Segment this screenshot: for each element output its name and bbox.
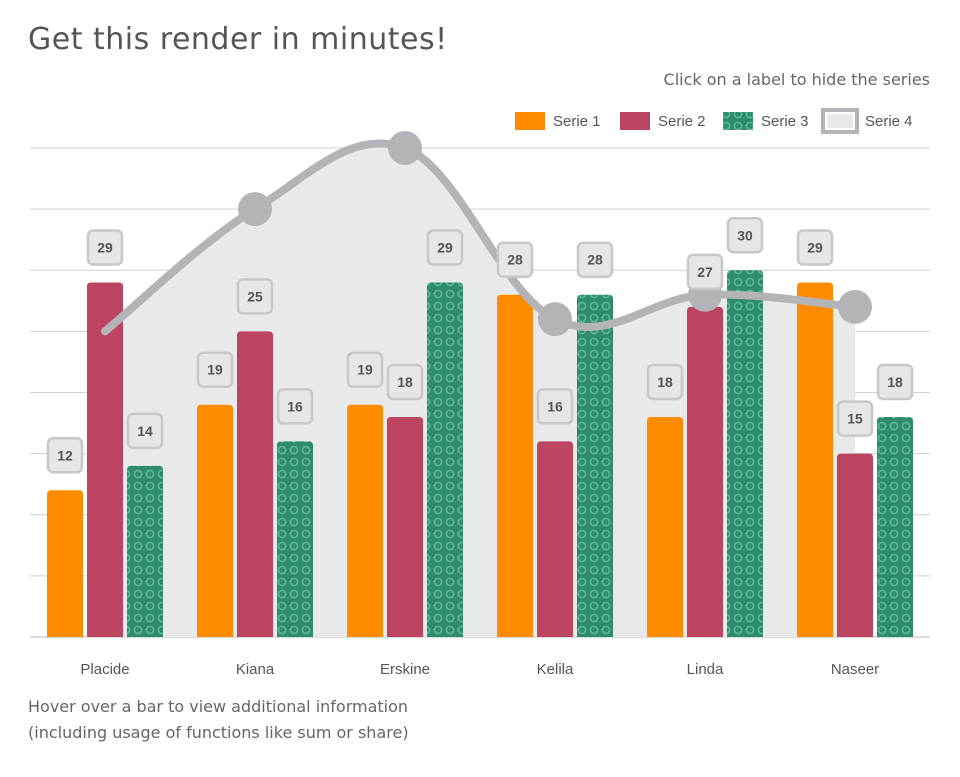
bar-serie3-naseer[interactable] xyxy=(877,416,913,637)
bar-serie3-erskine[interactable] xyxy=(427,282,463,637)
data-label: 28 xyxy=(587,252,603,268)
x-tick-label: Kelila xyxy=(537,661,574,678)
data-label: 16 xyxy=(287,398,303,414)
data-label-box xyxy=(86,229,124,266)
bar-serie3-placide[interactable] xyxy=(127,465,163,637)
data-labels-layer: 12 19 19 28 18 29 29 25 18 16 27 15 14 16 29 28 30 18 xyxy=(46,217,914,474)
data-label: 14 xyxy=(137,423,153,439)
data-label-box xyxy=(426,229,464,266)
serie4-point[interactable] xyxy=(838,289,872,324)
data-label-box xyxy=(126,412,164,450)
data-label: 29 xyxy=(807,239,823,255)
data-label-box xyxy=(576,241,614,278)
data-label: 15 xyxy=(847,411,863,427)
bar-serie2-kiana[interactable] xyxy=(237,331,273,637)
data-label-box xyxy=(836,400,874,437)
bar-serie1-erskine[interactable] xyxy=(347,404,383,637)
data-label: 25 xyxy=(247,288,263,304)
data-label-box xyxy=(276,388,314,425)
data-label-box xyxy=(686,253,724,291)
chart-subtitle: Click on a label to hide the series xyxy=(663,70,930,89)
serie4-point[interactable] xyxy=(238,192,272,227)
data-label: 29 xyxy=(437,239,453,255)
data-label-box xyxy=(796,229,834,266)
serie4-line-layer xyxy=(101,131,872,337)
legend-label[interactable]: Serie 3 xyxy=(761,113,809,130)
legend-swatch xyxy=(515,112,545,130)
data-label-box xyxy=(536,388,574,425)
data-label-box xyxy=(726,217,764,254)
legend-label[interactable]: Serie 1 xyxy=(553,113,601,130)
data-label-box xyxy=(876,363,914,401)
data-label: 18 xyxy=(657,374,673,390)
bar-serie1-kiana[interactable] xyxy=(197,404,233,637)
bar-serie2-erskine[interactable] xyxy=(387,416,423,637)
data-label: 29 xyxy=(97,239,113,255)
bar-serie1-placide[interactable] xyxy=(47,490,83,637)
x-tick-label: Kiana xyxy=(236,661,275,678)
x-tick-label: Erskine xyxy=(380,661,430,678)
footnote-line-2: (including usage of functions like sum o… xyxy=(28,723,409,742)
data-label-box xyxy=(346,351,384,388)
data-label: 28 xyxy=(507,252,523,268)
legend-swatch xyxy=(620,112,650,130)
legend-swatch-fill xyxy=(827,114,853,128)
bar-serie2-linda[interactable] xyxy=(687,306,723,637)
legend: Serie 1 Serie 2 Serie 3 Serie 4 xyxy=(515,108,913,134)
data-label: 16 xyxy=(547,398,563,414)
bar-serie1-naseer[interactable] xyxy=(797,282,833,637)
bar-serie2-naseer[interactable] xyxy=(837,453,873,637)
x-axis: Placide Kiana Erskine Kelila Linda Naseer xyxy=(80,661,879,678)
data-label: 27 xyxy=(697,264,713,280)
legend-item-serie1[interactable]: Serie 1 xyxy=(515,112,601,130)
x-tick-label: Naseer xyxy=(831,661,879,678)
footnote-line-1: Hover over a bar to view additional info… xyxy=(28,697,409,716)
data-label: 18 xyxy=(397,374,413,390)
serie4-point[interactable] xyxy=(538,302,572,337)
data-label-box xyxy=(196,351,234,388)
bar-serie2-placide[interactable] xyxy=(87,282,123,637)
legend-item-serie3[interactable]: Serie 3 xyxy=(723,112,809,130)
data-label: 19 xyxy=(357,362,373,378)
bar-serie2-kelila[interactable] xyxy=(537,441,573,637)
data-label: 19 xyxy=(207,362,223,378)
data-label: 30 xyxy=(737,227,753,243)
data-label: 18 xyxy=(887,374,903,390)
data-label-box xyxy=(46,437,84,474)
data-label-box xyxy=(496,241,534,278)
legend-label[interactable]: Serie 2 xyxy=(658,113,706,130)
x-tick-label: Linda xyxy=(687,661,724,678)
bar-serie3-kiana[interactable] xyxy=(277,441,313,637)
x-tick-label: Placide xyxy=(80,661,129,678)
bar-serie3-kelila[interactable] xyxy=(577,294,613,637)
data-label-box xyxy=(646,363,684,401)
bar-serie3-linda[interactable] xyxy=(727,270,763,637)
bar-serie1-kelila[interactable] xyxy=(497,294,533,637)
legend-item-serie4[interactable]: Serie 4 xyxy=(821,108,913,134)
data-label-box xyxy=(386,363,424,401)
footnote: Hover over a bar to view additional info… xyxy=(28,694,409,746)
bars-layer xyxy=(47,270,913,637)
bar-serie1-linda[interactable] xyxy=(647,416,683,637)
legend-item-serie2[interactable]: Serie 2 xyxy=(620,112,706,130)
data-label: 12 xyxy=(57,447,73,463)
chart-title: Get this render in minutes! xyxy=(28,22,448,57)
serie4-point[interactable] xyxy=(388,131,422,165)
legend-label[interactable]: Serie 4 xyxy=(865,113,913,130)
data-label-box xyxy=(236,278,274,315)
legend-swatch xyxy=(723,112,753,130)
